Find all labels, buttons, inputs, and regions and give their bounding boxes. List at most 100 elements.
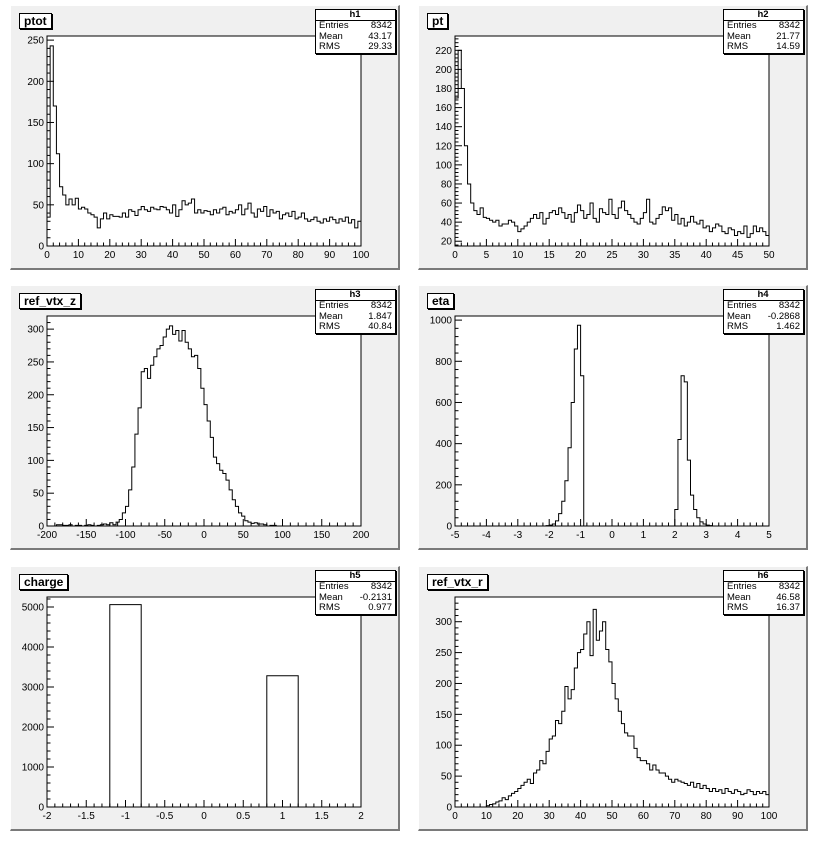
plot-frame xyxy=(46,315,362,527)
y-tick-label: 100 xyxy=(27,159,44,170)
stats-label: Entries xyxy=(727,300,757,312)
x-tick-label: 90 xyxy=(732,811,744,822)
stats-value: 40.84 xyxy=(368,321,392,333)
stats-value: 43.17 xyxy=(368,30,392,42)
x-tick-label: 60 xyxy=(230,250,242,261)
stats-value: 8342 xyxy=(370,20,392,32)
x-tick-label: 70 xyxy=(261,250,273,261)
y-tick-label: 200 xyxy=(435,480,452,491)
x-tick-label: 100 xyxy=(353,250,370,261)
x-tick-label: 50 xyxy=(763,250,775,261)
y-tick-label: 160 xyxy=(435,103,452,114)
stats-label: Entries xyxy=(319,581,349,593)
x-tick-label: 0.5 xyxy=(236,811,250,822)
y-tick-label: 200 xyxy=(435,65,452,76)
x-tick-label: 2 xyxy=(672,530,678,541)
x-tick-label: 1.5 xyxy=(315,811,329,822)
x-tick-label: -200 xyxy=(37,530,57,541)
x-tick-label: 20 xyxy=(575,250,587,261)
x-tick-label: 35 xyxy=(669,250,681,261)
histogram-ref-vtx-r: 0 10 20 30 40 50 60 70 80 90 100 0 50 100 150 200 250 300 xyxy=(435,596,778,822)
histogram-bars xyxy=(47,325,361,527)
x-tick-label: 40 xyxy=(575,811,587,822)
stats-value: 16.37 xyxy=(776,602,800,614)
stats-histogram-name: h1 xyxy=(316,9,395,22)
stats-label: Entries xyxy=(319,300,349,312)
y-tick-label: 3000 xyxy=(22,683,45,694)
pad-ref-vtx-z: -200 -150 -100 -50 0 50 100 150 200 0 50 100 150 200 2… xyxy=(10,285,400,550)
histogram-bars xyxy=(46,45,362,246)
pad-pt: 0 5 10 15 20 25 30 35 40 45 50 20 40 60 80 100 120 140 160… xyxy=(418,5,808,270)
stats-histogram-name: h5 xyxy=(316,570,395,583)
y-tick-label: 200 xyxy=(435,679,452,690)
x-tick-label: 0 xyxy=(609,530,615,541)
pad-ptot: 0 10 20 30 40 50 60 70 80 90 100 0 50 100 150 200 250 pt… xyxy=(10,5,400,270)
x-tick-label: 4 xyxy=(735,530,741,541)
x-tick-label: 80 xyxy=(701,811,713,822)
y-tick-label: 250 xyxy=(27,357,44,368)
x-tick-label: 30 xyxy=(544,811,556,822)
y-tick-label: 100 xyxy=(435,741,452,752)
stats-label: Mean xyxy=(319,30,343,42)
x-tick-label: -1 xyxy=(121,811,130,822)
stats-value: 8342 xyxy=(778,20,800,32)
pad-title: eta xyxy=(427,293,455,309)
x-tick-label: 20 xyxy=(512,811,524,822)
y-tick-label: 250 xyxy=(27,36,44,47)
pad-title: charge xyxy=(19,574,69,590)
y-tick-label: 50 xyxy=(33,200,45,211)
plot-frame xyxy=(46,596,362,808)
stats-label: RMS xyxy=(319,602,341,614)
x-tick-label: 5 xyxy=(484,250,490,261)
y-tick-label: 200 xyxy=(27,77,44,88)
pad-charge: -2 -1.5 -1 -0.5 0 0.5 1 1.5 2 0 1000 2000 3000 4000 50… xyxy=(10,566,400,831)
y-tick-label: 0 xyxy=(38,803,44,814)
y-tick-label: 1000 xyxy=(22,763,45,774)
y-tick-label: 4000 xyxy=(22,643,45,654)
y-tick-label: 0 xyxy=(38,522,44,533)
y-tick-label: 220 xyxy=(435,46,452,57)
x-tick-label: -1 xyxy=(576,530,585,541)
pad-title: ref_vtx_z xyxy=(19,293,82,309)
stats-value: 21.77 xyxy=(776,30,800,42)
stats-histogram-name: h6 xyxy=(724,570,803,583)
histogram-eta: -5 -4 -3 -2 -1 0 1 2 3 4 5 0 200 400 600 800 1000 xyxy=(430,315,772,541)
y-tick-label: 100 xyxy=(27,456,44,467)
stats-label: RMS xyxy=(319,41,341,53)
x-tick-label: 0 xyxy=(44,250,50,261)
x-tick-label: -2 xyxy=(545,530,554,541)
x-tick-label: 1 xyxy=(280,811,286,822)
stats-label: RMS xyxy=(727,602,749,614)
stats-box: h2 Entries 8342 Mean 21.77 RMS 14.59 xyxy=(723,9,804,54)
histogram-ref-vtx-z: -200 -150 -100 -50 0 50 100 150 200 0 50 100 150 200 2… xyxy=(27,315,370,541)
stats-label: Entries xyxy=(727,20,757,32)
y-tick-label: 120 xyxy=(435,141,452,152)
y-tick-label: 200 xyxy=(27,390,44,401)
stats-label: RMS xyxy=(727,41,749,53)
y-tick-label: 1000 xyxy=(430,316,453,327)
x-tick-label: -150 xyxy=(76,530,96,541)
x-tick-label: -1.5 xyxy=(78,811,96,822)
stats-label: Mean xyxy=(319,591,343,603)
x-tick-label: 150 xyxy=(313,530,330,541)
stats-value: 46.58 xyxy=(776,591,800,603)
y-tick-label: 400 xyxy=(435,439,452,450)
y-tick-label: 180 xyxy=(435,84,452,95)
stats-value: 14.59 xyxy=(776,41,800,53)
y-tick-label: 150 xyxy=(27,423,44,434)
stats-histogram-name: h2 xyxy=(724,9,803,22)
x-tick-label: 45 xyxy=(732,250,744,261)
histogram-pt: 0 5 10 15 20 25 30 35 40 45 50 20 40 60 80 100 120 140 160… xyxy=(435,35,775,261)
x-tick-label: -2 xyxy=(43,811,52,822)
x-tick-label: -5 xyxy=(451,530,460,541)
stats-value: 8342 xyxy=(778,300,800,312)
x-tick-label: 10 xyxy=(73,250,85,261)
x-tick-label: 5 xyxy=(766,530,772,541)
stats-label: Mean xyxy=(727,591,751,603)
x-tick-label: -50 xyxy=(158,530,173,541)
stats-value: -0.2131 xyxy=(359,591,392,603)
stats-value: 0.977 xyxy=(368,602,392,614)
x-tick-label: 10 xyxy=(512,250,524,261)
x-tick-label: 80 xyxy=(293,250,305,261)
x-tick-label: 70 xyxy=(669,811,681,822)
